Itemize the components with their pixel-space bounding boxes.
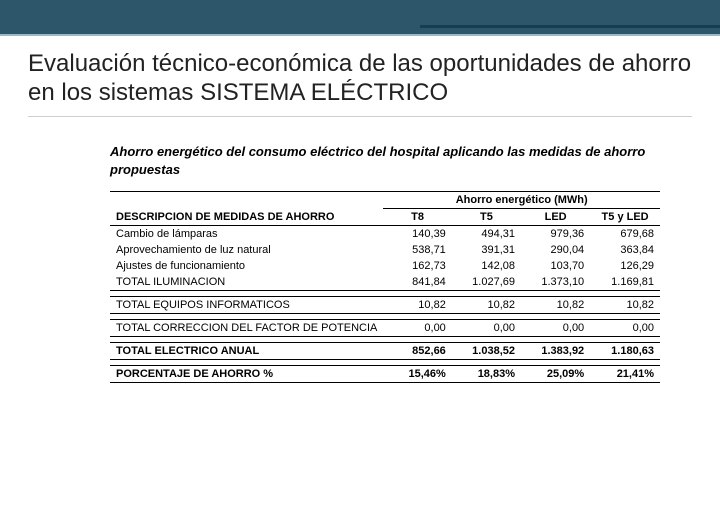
row-val: 0,00 xyxy=(452,319,521,336)
row-val: 140,39 xyxy=(383,225,451,242)
row-val: 363,84 xyxy=(590,242,660,258)
row-val: 290,04 xyxy=(521,242,590,258)
row-val: 103,70 xyxy=(521,258,590,274)
row-label: Cambio de lámparas xyxy=(110,225,383,242)
row-val: 15,46% xyxy=(383,365,451,382)
row-val: 391,31 xyxy=(452,242,521,258)
table-row: TOTAL EQUIPOS INFORMATICOS 10,82 10,82 1… xyxy=(110,296,660,313)
row-val: 0,00 xyxy=(590,319,660,336)
top-bar xyxy=(0,0,720,36)
table-row: Ajustes de funcionamiento 162,73 142,08 … xyxy=(110,258,660,274)
row-val: 1.027,69 xyxy=(452,274,521,291)
title-divider xyxy=(28,116,692,117)
row-val: 10,82 xyxy=(452,296,521,313)
row-label: PORCENTAJE DE AHORRO % xyxy=(110,365,383,382)
table-row-total: TOTAL ELECTRICO ANUAL 852,66 1.038,52 1.… xyxy=(110,342,660,359)
table-row: Cambio de lámparas 140,39 494,31 979,36 … xyxy=(110,225,660,242)
col-desc: DESCRIPCION DE MEDIDAS DE AHORRO xyxy=(110,208,383,225)
row-label: Ajustes de funcionamiento xyxy=(110,258,383,274)
row-val: 10,82 xyxy=(383,296,451,313)
table-area: Ahorro energético del consumo eléctrico … xyxy=(0,125,720,383)
row-val: 126,29 xyxy=(590,258,660,274)
row-val: 18,83% xyxy=(452,365,521,382)
table-row: Aprovechamiento de luz natural 538,71 39… xyxy=(110,242,660,258)
row-val: 538,71 xyxy=(383,242,451,258)
row-val: 162,73 xyxy=(383,258,451,274)
row-val: 1.038,52 xyxy=(452,342,521,359)
col-t5led: T5 y LED xyxy=(590,208,660,225)
table-header-group: Ahorro energético (MWh) xyxy=(110,191,660,208)
row-label: TOTAL EQUIPOS INFORMATICOS xyxy=(110,296,383,313)
header-blank xyxy=(110,191,383,208)
row-val: 10,82 xyxy=(521,296,590,313)
col-t5: T5 xyxy=(452,208,521,225)
row-label: TOTAL ELECTRICO ANUAL xyxy=(110,342,383,359)
col-led: LED xyxy=(521,208,590,225)
table-row: TOTAL CORRECCION DEL FACTOR DE POTENCIA … xyxy=(110,319,660,336)
row-val: 142,08 xyxy=(452,258,521,274)
row-val: 1.169,81 xyxy=(590,274,660,291)
table-header-cols: DESCRIPCION DE MEDIDAS DE AHORRO T8 T5 L… xyxy=(110,208,660,225)
top-bar-accent-line xyxy=(420,25,720,28)
row-label: Aprovechamiento de luz natural xyxy=(110,242,383,258)
row-val: 0,00 xyxy=(521,319,590,336)
row-val: 494,31 xyxy=(452,225,521,242)
row-label: TOTAL ILUMINACION xyxy=(110,274,383,291)
row-val: 1.373,10 xyxy=(521,274,590,291)
row-val: 841,84 xyxy=(383,274,451,291)
table-caption: Ahorro energético del consumo eléctrico … xyxy=(110,143,660,179)
row-val: 1.180,63 xyxy=(590,342,660,359)
header-group-label: Ahorro energético (MWh) xyxy=(383,191,660,208)
row-val: 21,41% xyxy=(590,365,660,382)
table-row: TOTAL ILUMINACION 841,84 1.027,69 1.373,… xyxy=(110,274,660,291)
row-label: TOTAL CORRECCION DEL FACTOR DE POTENCIA xyxy=(110,319,383,336)
row-val: 979,36 xyxy=(521,225,590,242)
savings-table: Ahorro energético (MWh) DESCRIPCION DE M… xyxy=(110,191,660,383)
table-row-percent: PORCENTAJE DE AHORRO % 15,46% 18,83% 25,… xyxy=(110,365,660,382)
row-val: 679,68 xyxy=(590,225,660,242)
row-val: 25,09% xyxy=(521,365,590,382)
row-val: 1.383,92 xyxy=(521,342,590,359)
row-val: 0,00 xyxy=(383,319,451,336)
page-title: Evaluación técnico-económica de las opor… xyxy=(28,50,692,108)
row-val: 852,66 xyxy=(383,342,451,359)
title-block: Evaluación técnico-económica de las opor… xyxy=(0,36,720,125)
row-val: 10,82 xyxy=(590,296,660,313)
col-t8: T8 xyxy=(383,208,451,225)
